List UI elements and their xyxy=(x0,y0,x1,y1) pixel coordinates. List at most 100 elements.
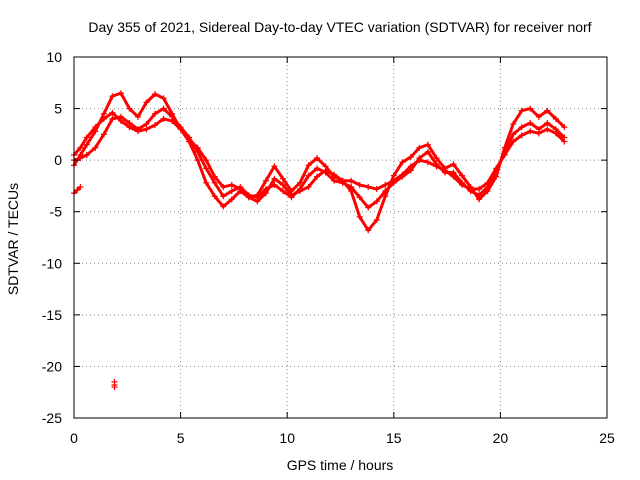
data-point xyxy=(134,113,141,120)
data-point xyxy=(152,110,159,117)
data-point xyxy=(126,105,133,112)
data-point xyxy=(279,175,286,182)
data-point xyxy=(143,121,150,128)
data-point xyxy=(535,113,542,120)
data-point xyxy=(544,107,551,114)
y-tick-label: -5 xyxy=(50,204,63,220)
data-point xyxy=(527,128,534,135)
data-point xyxy=(510,138,517,145)
data-point xyxy=(245,194,252,201)
data-point xyxy=(518,132,525,139)
data-point xyxy=(373,198,380,205)
data-point xyxy=(262,177,269,184)
chart-title: Day 355 of 2021, Sidereal Day-to-day VTE… xyxy=(88,19,591,35)
data-point xyxy=(552,130,559,137)
data-point xyxy=(365,227,372,234)
data-point xyxy=(279,188,286,195)
data-point xyxy=(527,120,534,127)
data-point xyxy=(100,115,107,122)
data-point xyxy=(356,194,363,201)
data-point xyxy=(117,90,124,97)
y-tick-label: 10 xyxy=(46,49,62,65)
plot-frame xyxy=(73,56,608,419)
data-point xyxy=(527,105,534,112)
data-point xyxy=(382,193,389,200)
data-point xyxy=(493,165,500,172)
data-point xyxy=(305,162,312,169)
data-point xyxy=(407,154,414,161)
data-point xyxy=(220,203,227,210)
data-point xyxy=(109,115,116,122)
x-tick-label: 0 xyxy=(70,430,78,446)
data-point xyxy=(544,126,551,133)
data-point xyxy=(501,151,508,158)
data-point xyxy=(305,183,312,190)
data-point xyxy=(296,188,303,195)
data-point xyxy=(459,181,466,188)
data-point xyxy=(356,213,363,220)
grid xyxy=(74,57,607,418)
data-point xyxy=(314,165,321,172)
data-point xyxy=(211,193,218,200)
data-point xyxy=(314,173,321,180)
data-point xyxy=(348,177,355,184)
data-point xyxy=(220,183,227,190)
data-point xyxy=(279,181,286,188)
data-point xyxy=(424,141,431,148)
data-point xyxy=(83,134,90,141)
series-track-1 xyxy=(71,90,568,234)
data-point xyxy=(399,171,406,178)
x-tick-label: 5 xyxy=(177,430,185,446)
data-point xyxy=(459,172,466,179)
data-point xyxy=(160,95,167,102)
data-point xyxy=(305,172,312,179)
data-point xyxy=(373,216,380,223)
data-point xyxy=(100,110,107,117)
data-point xyxy=(382,188,389,195)
data-point xyxy=(365,204,372,211)
data-point xyxy=(561,124,568,131)
data-point xyxy=(152,91,159,98)
data-point xyxy=(535,130,542,137)
data-point xyxy=(296,179,303,186)
data-point xyxy=(561,138,568,145)
series-layer xyxy=(71,90,568,391)
data-point xyxy=(211,179,218,186)
data-point xyxy=(169,117,176,124)
data-point xyxy=(424,148,431,155)
data-point xyxy=(271,163,278,170)
data-point xyxy=(194,157,201,164)
data-point xyxy=(143,126,150,133)
data-point xyxy=(510,121,517,128)
x-tick-label: 15 xyxy=(386,430,402,446)
data-point xyxy=(407,163,414,170)
data-point xyxy=(365,183,372,190)
data-point xyxy=(390,177,397,184)
data-point xyxy=(262,190,269,197)
data-point xyxy=(441,167,448,174)
y-tick-label: 0 xyxy=(54,152,62,168)
data-point xyxy=(203,179,210,186)
data-point xyxy=(160,105,167,112)
series-line xyxy=(72,91,566,232)
data-point xyxy=(339,177,346,184)
data-point xyxy=(152,122,159,129)
data-point xyxy=(433,155,440,162)
data-point xyxy=(134,128,141,135)
data-point xyxy=(143,99,150,106)
data-point xyxy=(382,181,389,188)
data-point xyxy=(111,384,118,391)
data-point xyxy=(467,186,474,193)
data-point xyxy=(450,173,457,180)
data-point xyxy=(373,186,380,193)
x-tick-label: 10 xyxy=(279,430,295,446)
x-axis-label: GPS time / hours xyxy=(287,457,394,473)
data-point xyxy=(450,161,457,168)
data-point xyxy=(83,151,90,158)
data-point xyxy=(228,181,235,188)
data-point xyxy=(77,155,84,162)
y-tick-label: -10 xyxy=(42,255,62,271)
data-point xyxy=(109,93,116,100)
data-point xyxy=(194,144,201,151)
